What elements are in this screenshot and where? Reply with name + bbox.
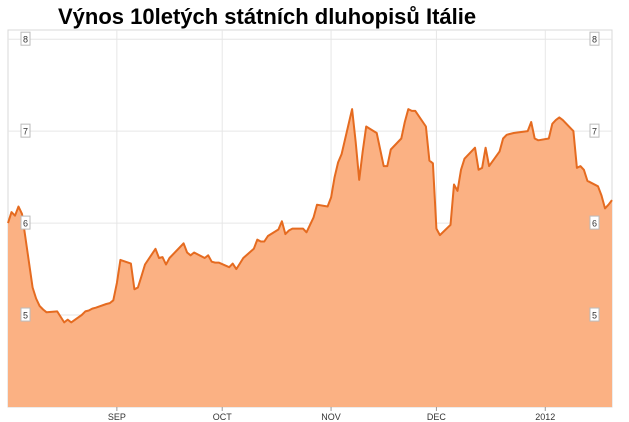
y-tick-label-right: 6 (592, 219, 597, 229)
y-tick-box-right (589, 123, 600, 138)
y-tick-box-right (589, 307, 600, 322)
y-tick-box-left (20, 307, 31, 322)
y-tick-label-right: 5 (592, 311, 597, 321)
x-tick-label: OCT (213, 412, 233, 422)
y-tick-box-right (589, 31, 600, 46)
area-fill (8, 109, 612, 407)
y-tick-label-left: 5 (23, 311, 28, 321)
y-tick-box-right (589, 215, 600, 230)
y-tick-box-left (20, 123, 31, 138)
y-tick-box-left (20, 215, 31, 230)
x-tick-label: SEP (108, 412, 126, 422)
y-tick-box-left (20, 31, 31, 46)
y-tick-label-left: 6 (23, 219, 28, 229)
x-axis-ticks: SEP OCT NOV DEC 2012 (108, 407, 555, 422)
y-tick-label-left: 8 (23, 35, 28, 45)
area-series (7, 108, 613, 407)
chart-title: Výnos 10letých státních dluhopisů Itálie (58, 4, 477, 29)
y-tick-label-right: 8 (592, 35, 597, 45)
y-tick-label-right: 7 (592, 127, 597, 137)
x-tick-label: NOV (321, 412, 341, 422)
y-tick-label-left: 7 (23, 127, 28, 137)
x-tick-label: DEC (427, 412, 447, 422)
x-tick-label: 2012 (535, 412, 555, 422)
y-axis-ticks: 8 8 7 7 6 6 5 5 (20, 31, 600, 322)
series-line (7, 108, 613, 324)
